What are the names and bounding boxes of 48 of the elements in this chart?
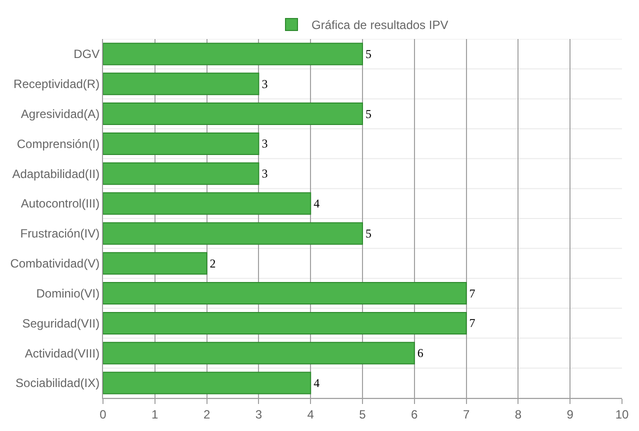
bar — [103, 192, 312, 215]
data-label: 3 — [262, 136, 268, 151]
y-tick-label: DGV — [74, 47, 100, 62]
y-tick-label: Adaptabilidad(II) — [12, 166, 100, 181]
y-tick-label: Agresividad(A) — [20, 106, 100, 121]
x-tick-label: 5 — [359, 407, 366, 422]
y-tick-label: Combatividad(V) — [10, 256, 100, 271]
data-label: 5 — [366, 46, 372, 61]
bar — [103, 102, 363, 126]
x-tick-label: 6 — [411, 407, 418, 422]
data-label: 4 — [314, 196, 320, 211]
x-tick-label: 3 — [255, 407, 262, 422]
bar — [103, 312, 467, 334]
data-label: 3 — [262, 76, 268, 91]
x-tick-label: 10 — [615, 407, 629, 422]
x-tick-label: 9 — [566, 407, 574, 422]
data-label: 3 — [262, 166, 268, 181]
bar — [103, 222, 363, 245]
y-tick-label: Autocontrol(III) — [20, 196, 100, 211]
data-label: 7 — [469, 286, 476, 300]
y-tick-label: Comprensión(I) — [16, 136, 100, 151]
bar — [103, 72, 260, 96]
y-tick-label: Dominio(VI) — [36, 286, 100, 300]
bar — [103, 282, 467, 305]
bar — [103, 342, 415, 364]
x-tick-label: 0 — [100, 407, 107, 422]
y-tick-label: Actividad(VIII) — [24, 346, 100, 360]
bar — [103, 252, 208, 275]
x-tick-label: 8 — [514, 407, 522, 422]
x-tick-label: 7 — [462, 407, 470, 422]
bar — [103, 42, 363, 66]
y-tick-label: Sociabilidad(IX) — [16, 376, 100, 390]
data-label: 5 — [366, 226, 372, 240]
bar — [103, 132, 260, 155]
y-tick-label: Frustración(IV) — [20, 226, 100, 241]
data-label: 4 — [314, 376, 320, 390]
data-label: 7 — [469, 316, 476, 330]
bar — [103, 372, 312, 394]
data-label: 2 — [210, 256, 216, 270]
x-tick-label: 1 — [152, 407, 159, 422]
data-label: 5 — [366, 106, 372, 121]
legend-label: Gráfica de resultados IPV — [312, 18, 448, 32]
x-tick-label: 2 — [203, 407, 210, 422]
y-tick-label: Receptividad(R) — [14, 77, 100, 92]
bar — [103, 162, 260, 185]
y-tick-label: Seguridad(VII) — [22, 316, 100, 330]
x-tick-label: 4 — [307, 407, 314, 422]
data-label: 6 — [417, 346, 424, 360]
